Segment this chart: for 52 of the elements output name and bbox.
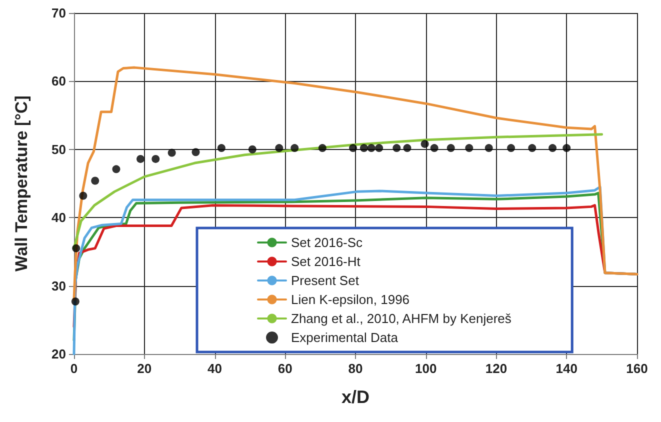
point — [217, 144, 226, 152]
point — [392, 144, 401, 152]
y-axis-title: Wall Temperature [°C] — [12, 96, 31, 272]
point — [403, 144, 412, 152]
point — [548, 144, 557, 152]
legend-label: Set 2016-Ht — [291, 254, 361, 269]
point — [112, 165, 120, 174]
point — [430, 144, 438, 152]
legend-label: Set 2016-Sc — [291, 235, 364, 250]
point — [152, 154, 160, 163]
x-axis-title: x/D — [341, 387, 370, 407]
point — [446, 144, 455, 152]
y-tick-label: 20 — [52, 346, 66, 362]
x-tick-label: 120 — [485, 361, 508, 376]
point — [290, 144, 299, 152]
point — [375, 144, 384, 152]
x-tick-label: 20 — [137, 361, 152, 376]
point — [91, 176, 100, 185]
legend-label: Present Set — [291, 273, 360, 288]
y-tick-label: 30 — [52, 278, 66, 294]
y-tick-label: 40 — [52, 210, 66, 226]
point — [349, 144, 358, 152]
y-tick-label: 50 — [52, 142, 66, 157]
x-tick-label: 80 — [348, 361, 363, 376]
point — [562, 144, 571, 152]
point — [465, 144, 474, 152]
point — [367, 144, 376, 152]
point — [275, 144, 284, 152]
x-tick-label: 100 — [415, 361, 437, 376]
legend-label: Experimental Data — [291, 330, 399, 345]
x-tick-label: 0 — [70, 361, 78, 376]
point — [484, 144, 493, 152]
point — [420, 140, 429, 148]
point — [192, 148, 200, 156]
point — [507, 144, 516, 152]
point — [71, 297, 80, 306]
point — [168, 148, 176, 157]
point — [72, 244, 80, 252]
point — [248, 145, 256, 154]
x-tick-label: 40 — [208, 361, 222, 376]
x-tick-label: 60 — [278, 361, 292, 376]
y-tick-label: 60 — [52, 74, 66, 89]
point — [318, 144, 326, 152]
x-tick-label: 140 — [556, 361, 578, 376]
point — [79, 192, 88, 200]
legend-label: Lien K-epsilon, 1996 — [291, 292, 410, 307]
y-tick-label: 70 — [52, 6, 66, 20]
point — [136, 154, 145, 163]
legend-label: Zhang et al., 2010, AHFM by Kenjereš — [291, 311, 512, 326]
x-tick-label: 160 — [626, 361, 648, 376]
point — [360, 144, 368, 152]
point — [528, 144, 536, 152]
